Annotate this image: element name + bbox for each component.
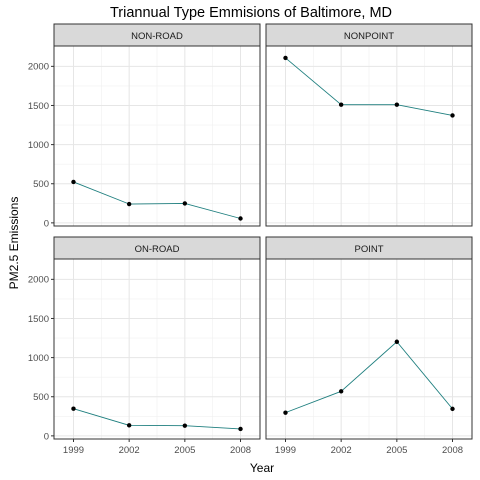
y-tick-label: 1000 (28, 353, 49, 364)
x-tick-label: 2008 (442, 445, 463, 456)
data-point-point-2005 (394, 339, 400, 344)
data-point-point-2002 (338, 389, 344, 394)
data-point-on-road-2002 (126, 423, 132, 428)
y-tick-label: 1500 (28, 101, 49, 112)
facet-panel-non-road: NON-ROAD 0 500 1000 1500 2000 (28, 23, 261, 229)
data-point-point-1999 (283, 410, 288, 415)
x-tick-label: 2008 (230, 445, 251, 456)
series-line-point (285, 341, 453, 414)
y-tick-label: 2000 (28, 275, 49, 286)
x-tick-label: 2005 (174, 445, 195, 456)
series-line-non-road (73, 181, 241, 219)
x-tick-label: 2002 (119, 445, 140, 456)
x-axis-title: Year (250, 461, 274, 475)
y-axis-title: PM2.5 Emissions (7, 197, 21, 290)
y-tick-label: 1000 (28, 140, 49, 151)
data-point-non-road-1999 (71, 179, 76, 185)
y-tick-label: 2000 (28, 62, 49, 73)
data-point-point-2008 (450, 406, 455, 412)
data-point-on-road-2008 (238, 426, 243, 432)
data-point-non-road-2008 (238, 216, 243, 221)
x-tick-label: 2002 (331, 445, 352, 456)
strip-label-on-road: ON-ROAD (135, 244, 180, 255)
facet-panels: NON-ROAD 0 500 1000 1500 2000 NONPOINT ON-ROAD 0… (28, 23, 473, 456)
x-tick-label: 2005 (386, 445, 407, 456)
data-point-non-road-2005 (182, 201, 188, 206)
data-point-non-road-2002 (126, 201, 132, 207)
strip-label-nonpoint: NONPOINT (344, 31, 394, 42)
y-tick-label: 0 (44, 218, 49, 229)
series-line-nonpoint (285, 57, 453, 116)
facet-panel-nonpoint: NONPOINT (265, 23, 473, 227)
y-tick-label: 1500 (28, 314, 49, 325)
y-tick-label: 500 (33, 392, 49, 403)
data-point-nonpoint-1999 (283, 55, 288, 61)
facet-panel-point: POINT 1999 2002 2005 2008 (265, 236, 473, 456)
strip-label-non-road: NON-ROAD (131, 31, 183, 42)
x-tick-label: 1999 (63, 445, 84, 456)
x-tick-label: 1999 (275, 445, 296, 456)
facet-panel-on-road: ON-ROAD 0 500 1000 1500 2000 1999 2002 2005 2008 (28, 236, 261, 456)
data-point-on-road-2005 (182, 423, 188, 428)
data-point-nonpoint-2008 (450, 113, 455, 118)
chart-title: Triannual Type Emmisions of Baltimore, M… (110, 5, 392, 21)
panel-border-on-road (53, 258, 261, 440)
y-tick-label: 0 (44, 431, 49, 442)
data-point-nonpoint-2005 (394, 102, 400, 107)
panel-border-point (265, 258, 473, 440)
series-line-on-road (73, 408, 241, 430)
strip-label-point: POINT (354, 244, 383, 255)
panel-border-nonpoint (265, 45, 473, 227)
data-point-nonpoint-2002 (338, 102, 344, 107)
panel-border-non-road (53, 45, 261, 227)
y-tick-label: 500 (33, 179, 49, 190)
data-point-on-road-1999 (71, 406, 76, 411)
